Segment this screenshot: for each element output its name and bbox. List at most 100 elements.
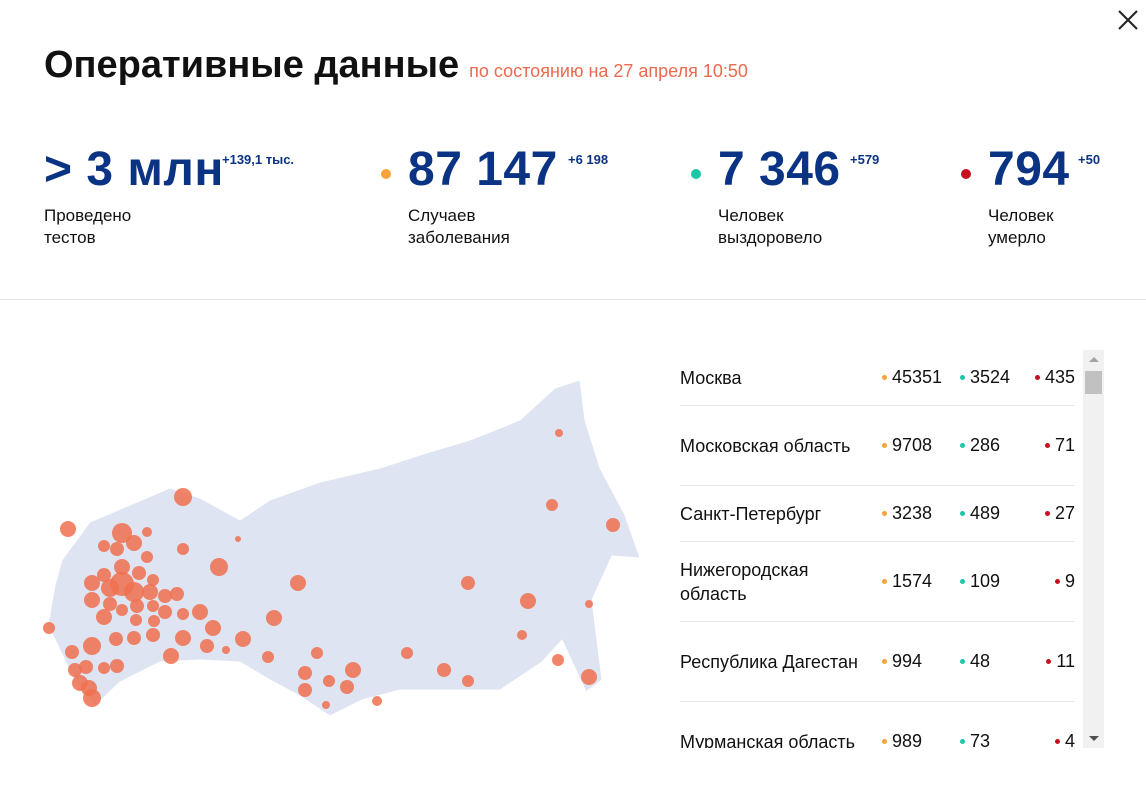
recovered-value: 73 xyxy=(960,731,1030,748)
russia-map[interactable] xyxy=(40,370,660,730)
region-list[interactable]: Москва 45351 3524 435 Московская область 9708… xyxy=(680,350,1075,748)
stat-delta: +6 198 xyxy=(568,152,609,167)
map-marker[interactable] xyxy=(98,540,110,552)
map-marker[interactable] xyxy=(96,609,112,625)
map-marker[interactable] xyxy=(110,659,124,673)
map-marker[interactable] xyxy=(235,536,241,542)
map-marker[interactable] xyxy=(130,614,142,626)
recovered-value: 48 xyxy=(960,651,1030,672)
map-marker[interactable] xyxy=(98,662,110,674)
scrollbar[interactable] xyxy=(1083,350,1104,748)
map-marker[interactable] xyxy=(142,584,158,600)
map-marker[interactable] xyxy=(103,597,117,611)
map-marker[interactable] xyxy=(340,680,354,694)
map-marker[interactable] xyxy=(112,523,132,543)
recovered-dot-icon xyxy=(960,511,965,516)
map-marker[interactable] xyxy=(205,620,221,636)
map-marker[interactable] xyxy=(210,558,228,576)
map-marker[interactable] xyxy=(126,535,142,551)
region-row[interactable]: Москва 45351 3524 435 xyxy=(680,350,1075,406)
region-row[interactable]: Санкт-Петербург 3238 489 27 xyxy=(680,486,1075,542)
map-marker[interactable] xyxy=(555,429,563,437)
map-marker[interactable] xyxy=(65,645,79,659)
scroll-up-icon[interactable] xyxy=(1089,357,1099,362)
map-marker[interactable] xyxy=(163,648,179,664)
map-marker[interactable] xyxy=(345,662,361,678)
map-marker[interactable] xyxy=(158,589,172,603)
map-marker[interactable] xyxy=(401,647,413,659)
stat-label: Человек xyxy=(718,206,784,225)
map-marker[interactable] xyxy=(517,630,527,640)
map-marker[interactable] xyxy=(192,604,208,620)
recovered-count: 489 xyxy=(970,503,1001,523)
map-marker[interactable] xyxy=(262,651,274,663)
map-marker[interactable] xyxy=(127,631,141,645)
region-row[interactable]: Республика Дагестан 994 48 11 xyxy=(680,622,1075,702)
map-marker[interactable] xyxy=(266,610,282,626)
map-marker[interactable] xyxy=(79,660,93,674)
map-marker[interactable] xyxy=(142,527,152,537)
map-marker[interactable] xyxy=(147,574,159,586)
map-marker[interactable] xyxy=(174,488,192,506)
map-marker[interactable] xyxy=(461,576,475,590)
map-marker[interactable] xyxy=(130,599,144,613)
map-marker[interactable] xyxy=(462,675,474,687)
map-marker[interactable] xyxy=(83,637,101,655)
stat-delta: +579 xyxy=(850,152,880,167)
map-marker[interactable] xyxy=(84,575,100,591)
map-marker[interactable] xyxy=(200,639,214,653)
map-marker[interactable] xyxy=(146,628,160,642)
region-row[interactable]: Московская область 9708 286 71 xyxy=(680,406,1075,486)
map-marker[interactable] xyxy=(147,600,159,612)
scroll-down-icon[interactable] xyxy=(1089,736,1099,741)
header: Оперативные данные по состоянию на 27 ап… xyxy=(44,44,748,87)
stat-recovered: 7 346 +579 Человек выздоровело xyxy=(691,142,879,249)
map-marker[interactable] xyxy=(520,593,536,609)
map-marker[interactable] xyxy=(97,568,111,582)
map-marker[interactable] xyxy=(311,647,323,659)
map-marker[interactable] xyxy=(141,551,153,563)
map-marker[interactable] xyxy=(177,543,189,555)
map-marker[interactable] xyxy=(158,605,172,619)
region-row[interactable]: Мурманская область 989 73 4 xyxy=(680,702,1075,748)
map-marker[interactable] xyxy=(606,518,620,532)
map-marker[interactable] xyxy=(235,631,251,647)
map-marker[interactable] xyxy=(322,701,330,709)
scrollbar-thumb[interactable] xyxy=(1085,371,1102,394)
cases-value: 989 xyxy=(882,731,960,748)
map-marker[interactable] xyxy=(177,608,189,620)
map-marker[interactable] xyxy=(222,646,230,654)
map-marker[interactable] xyxy=(132,566,146,580)
region-name: Санкт-Петербург xyxy=(680,503,822,524)
map-marker[interactable] xyxy=(581,669,597,685)
deaths-dot-icon xyxy=(1044,511,1050,516)
map-marker[interactable] xyxy=(116,604,128,616)
map-marker[interactable] xyxy=(124,582,144,602)
map-marker[interactable] xyxy=(323,675,335,687)
map-marker[interactable] xyxy=(60,521,76,537)
map-marker[interactable] xyxy=(109,632,123,646)
map-marker[interactable] xyxy=(43,622,55,634)
map-marker[interactable] xyxy=(83,689,101,707)
map-marker[interactable] xyxy=(372,696,382,706)
map-marker[interactable] xyxy=(110,542,124,556)
deaths-count: 435 xyxy=(1044,367,1075,387)
map-marker[interactable] xyxy=(175,630,191,646)
map-marker[interactable] xyxy=(290,575,306,591)
map-marker[interactable] xyxy=(68,663,82,677)
map-marker[interactable] xyxy=(552,654,564,666)
map-marker[interactable] xyxy=(148,615,160,627)
map-marker[interactable] xyxy=(170,587,184,601)
map-marker[interactable] xyxy=(114,559,130,575)
map-marker[interactable] xyxy=(298,666,312,680)
map-marker[interactable] xyxy=(84,592,100,608)
page-title: Оперативные данные xyxy=(44,44,460,86)
recovered-dot-icon xyxy=(960,579,965,584)
region-name: Республика Дагестан xyxy=(680,651,858,672)
map-marker[interactable] xyxy=(585,600,593,608)
map-marker[interactable] xyxy=(546,499,558,511)
region-row[interactable]: Нижегородская область 1574 109 9 xyxy=(680,542,1075,622)
map-marker[interactable] xyxy=(298,683,312,697)
map-marker[interactable] xyxy=(437,663,451,677)
close-icon[interactable] xyxy=(1116,8,1140,32)
